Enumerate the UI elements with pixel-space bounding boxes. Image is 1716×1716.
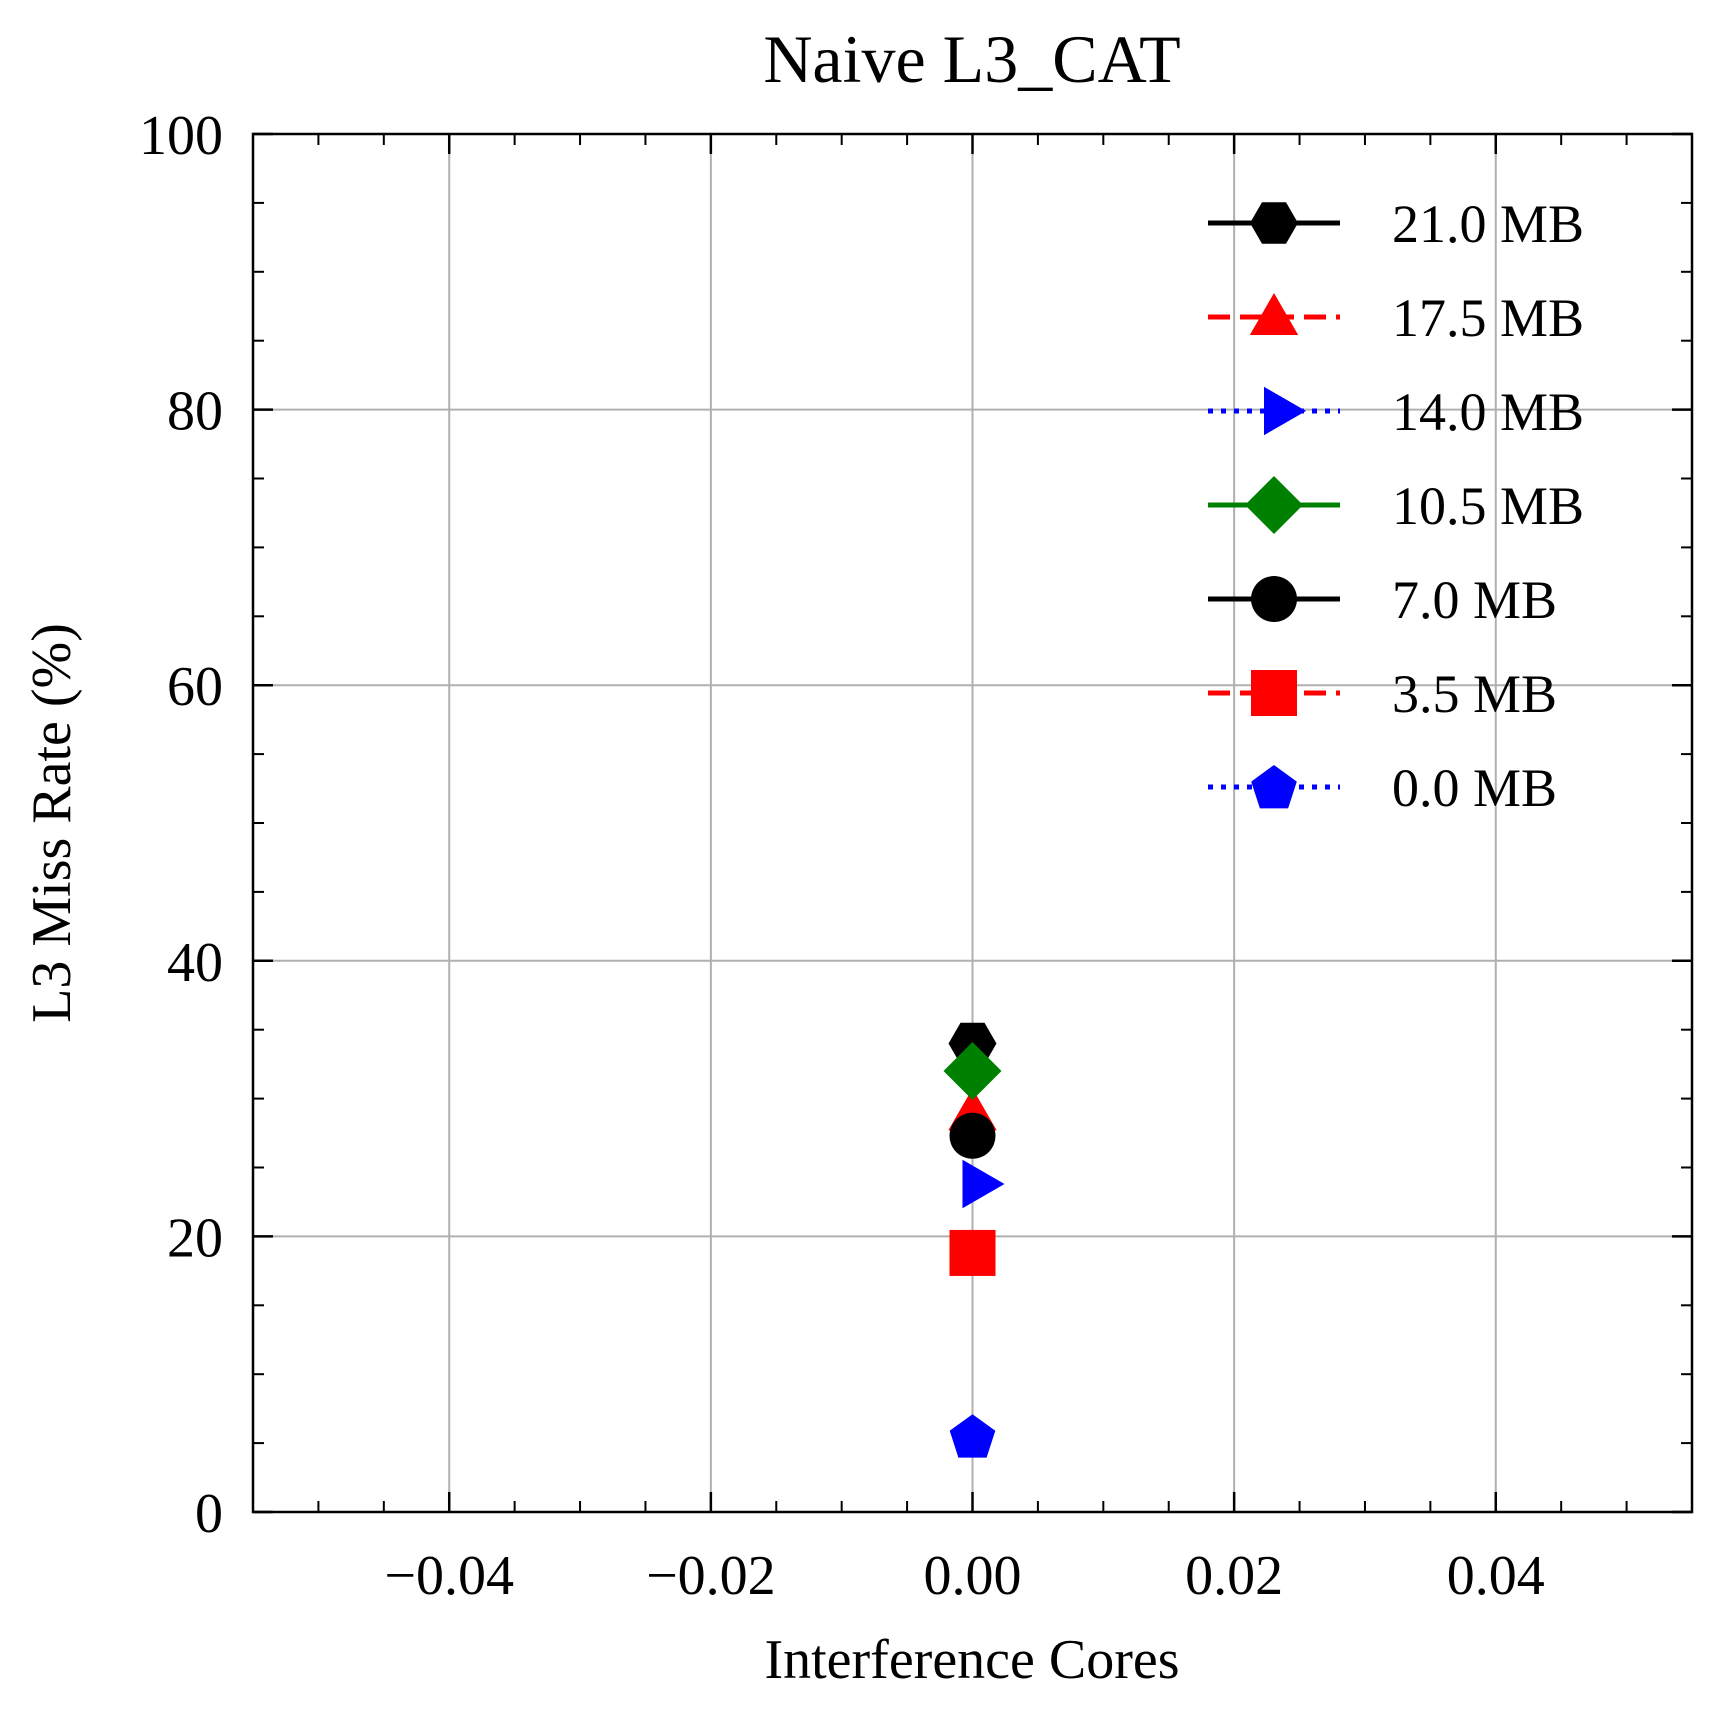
data-point-circle-000000 (949, 1112, 996, 1159)
legend-label: 7.0 MB (1392, 570, 1557, 630)
y-tick-label: 100 (139, 105, 223, 167)
y-axis-label: L3 Miss Rate (%) (21, 623, 83, 1023)
legend-label: 10.5 MB (1392, 476, 1584, 536)
data-point-square-ff0000 (949, 1229, 996, 1276)
legend-label: 17.5 MB (1392, 288, 1584, 348)
x-tick-label: 0.04 (1447, 1545, 1545, 1607)
legend-label: 21.0 MB (1392, 194, 1584, 254)
legend: 21.0 MB 17.5 MB 14.0 MB 10.5 MB 7.0 MB 3.5 MB… (1208, 194, 1584, 818)
legend-label: 3.5 MB (1392, 664, 1557, 724)
x-tick-label: 0.02 (1185, 1545, 1283, 1607)
data-point-pentagon-0000ff (949, 1414, 996, 1458)
y-tick-label: 60 (167, 656, 223, 718)
axis-tick-labels: −0.04 −0.02 0.00 0.02 0.04 0 20 40 60 80 100 (139, 105, 1545, 1607)
legend-marker (1251, 765, 1297, 809)
y-tick-label: 40 (167, 932, 223, 994)
legend-label: 14.0 MB (1392, 382, 1584, 442)
legend-marker (1251, 576, 1297, 622)
data-point-triangle-right-0000ff (962, 1159, 1005, 1209)
x-tick-label: −0.04 (384, 1545, 514, 1607)
legend-marker (1249, 293, 1299, 335)
y-tick-label: 0 (195, 1483, 223, 1545)
legend-marker (1245, 476, 1303, 534)
y-tick-label: 80 (167, 381, 223, 443)
data-point-diamond-008000 (943, 1042, 1002, 1100)
x-tick-label: −0.02 (646, 1545, 776, 1607)
x-axis-label: Interference Cores (764, 1629, 1179, 1691)
y-tick-label: 20 (167, 1207, 223, 1269)
x-tick-label: 0.00 (924, 1545, 1022, 1607)
axis-ticks (252, 132, 1693, 1514)
legend-marker (1251, 670, 1297, 716)
legend-label: 0.0 MB (1392, 758, 1557, 818)
legend-marker (1250, 202, 1298, 244)
chart-title: Naive L3_CAT (763, 21, 1180, 97)
legend-marker (1264, 386, 1306, 436)
data-points (943, 1022, 1005, 1458)
